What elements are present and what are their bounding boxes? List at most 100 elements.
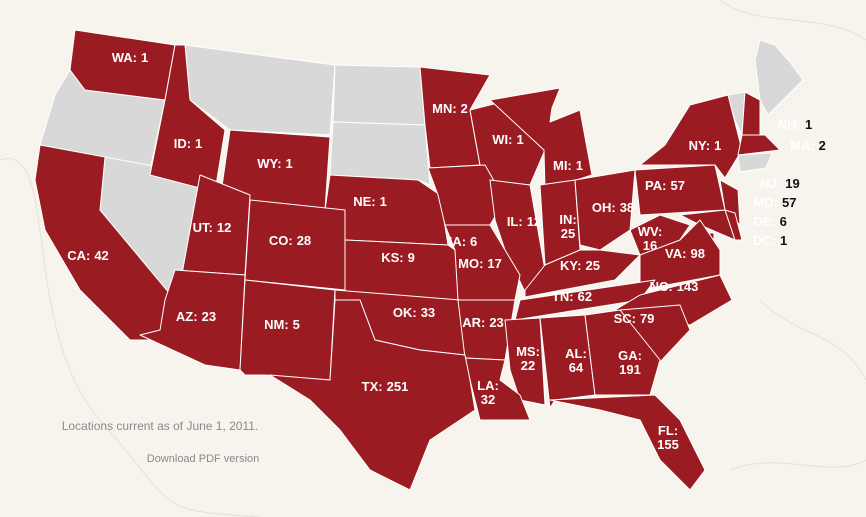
state-label: FL: 155 bbox=[657, 423, 679, 452]
state bbox=[741, 91, 761, 136]
state bbox=[539, 314, 596, 409]
state-code: SC: bbox=[614, 311, 636, 326]
state-code: IL: bbox=[507, 214, 523, 229]
state-code: ID: bbox=[174, 136, 191, 151]
state-code: TN: bbox=[552, 289, 574, 304]
state bbox=[464, 357, 531, 421]
state bbox=[549, 394, 706, 491]
state-label: MA: 2 bbox=[790, 138, 826, 153]
state-label: WY: 1 bbox=[257, 156, 293, 171]
state-label: MN: 2 bbox=[432, 101, 468, 116]
state-code: NC: bbox=[650, 279, 673, 294]
state-label: DE: 6 bbox=[753, 214, 787, 229]
state-label: NM: 5 bbox=[264, 317, 300, 332]
state-count: 23 bbox=[489, 315, 503, 330]
state-label: KS: 9 bbox=[381, 250, 415, 265]
state bbox=[149, 44, 226, 193]
state bbox=[524, 249, 641, 298]
state bbox=[69, 29, 176, 101]
state-count: 2 bbox=[461, 101, 468, 116]
state-code: AZ: bbox=[176, 309, 198, 324]
state-code: KY: bbox=[560, 258, 581, 273]
state-count: 57 bbox=[782, 195, 796, 210]
state-count: 12 bbox=[527, 214, 541, 229]
state-code: GA: bbox=[618, 348, 642, 363]
state bbox=[344, 239, 461, 301]
state-count: 42 bbox=[94, 248, 108, 263]
state-count: 143 bbox=[677, 279, 699, 294]
state-count: 25 bbox=[585, 258, 599, 273]
state-count: 2 bbox=[819, 138, 826, 153]
state-count: 33 bbox=[421, 305, 435, 320]
state-count: 19 bbox=[785, 176, 799, 191]
download-link[interactable]: Download PDF version bbox=[147, 453, 260, 465]
state-count: 1 bbox=[141, 50, 148, 65]
state bbox=[639, 94, 743, 179]
state-code: NY: bbox=[689, 138, 710, 153]
state-label: IA: 6 bbox=[449, 234, 478, 249]
state-code: CO: bbox=[269, 233, 293, 248]
state bbox=[584, 309, 661, 396]
state-nd bbox=[332, 64, 426, 126]
state-ct-ri bbox=[737, 152, 773, 173]
state-label: AZ: 23 bbox=[176, 309, 216, 324]
state-count: 5 bbox=[293, 317, 300, 332]
state-code: WI: bbox=[492, 132, 512, 147]
contour bbox=[0, 158, 261, 517]
state-label: ID: 1 bbox=[174, 136, 203, 151]
state bbox=[489, 87, 593, 191]
state-sd bbox=[329, 121, 431, 186]
state-label: UT: 12 bbox=[193, 220, 232, 235]
state-label: NJ: 19 bbox=[760, 176, 799, 191]
state bbox=[634, 164, 726, 216]
state bbox=[574, 169, 636, 251]
state-count: 57 bbox=[670, 178, 684, 193]
state-count: 1 bbox=[516, 132, 523, 147]
state-label: SC: 79 bbox=[614, 311, 655, 326]
state-label: TX: 251 bbox=[362, 379, 409, 394]
state-count: 25 bbox=[561, 226, 575, 241]
state-code: IN: bbox=[559, 212, 576, 227]
state-count: 6 bbox=[470, 234, 477, 249]
state-label: OH: 38 bbox=[592, 200, 634, 215]
state-labels: WA: 1 ID: 1 WY: 1 MN: 2 WI: 1 MI: 1 NY: 1 NH: 1 MA: 2 NJ: 1… bbox=[67, 50, 826, 452]
state-count: 12 bbox=[217, 220, 231, 235]
state-label: MS: 22 bbox=[516, 344, 540, 373]
state-label: WI: 1 bbox=[492, 132, 523, 147]
state-code: WY: bbox=[257, 156, 281, 171]
state-count: 22 bbox=[521, 358, 535, 373]
state-code: DC: bbox=[753, 233, 776, 248]
state-count: 38 bbox=[620, 200, 634, 215]
served-states bbox=[34, 29, 781, 491]
state-code: WA: bbox=[112, 50, 137, 65]
state-count: 79 bbox=[640, 311, 654, 326]
state-code: FL: bbox=[658, 423, 678, 438]
state-label: NH: 1 bbox=[778, 117, 812, 132]
state-code: LA: bbox=[477, 378, 499, 393]
state-code: DE: bbox=[753, 214, 775, 229]
state-code: TX: bbox=[362, 379, 383, 394]
state-label: MO: 17 bbox=[458, 256, 502, 271]
unserved-states bbox=[39, 39, 804, 301]
state-code: MA: bbox=[790, 138, 815, 153]
state-count: 191 bbox=[619, 362, 641, 377]
state-label: IN: 25 bbox=[559, 212, 576, 241]
state-label: LA: 32 bbox=[477, 378, 499, 407]
state-count: 62 bbox=[578, 289, 592, 304]
state bbox=[504, 317, 546, 406]
state-code: NE: bbox=[353, 194, 375, 209]
state-label: NE: 1 bbox=[353, 194, 387, 209]
state-code: MS: bbox=[516, 344, 540, 359]
state-code: AR: bbox=[462, 315, 485, 330]
state-count: 6 bbox=[780, 214, 787, 229]
state-label: WV: 16 bbox=[638, 224, 663, 253]
state-count: 32 bbox=[481, 392, 495, 407]
state-count: 9 bbox=[408, 250, 415, 265]
state-label: VA: 98 bbox=[665, 246, 705, 261]
state-label: TN: 62 bbox=[552, 289, 592, 304]
state-code: PA: bbox=[645, 178, 666, 193]
state bbox=[244, 199, 346, 291]
state-code: NH: bbox=[778, 117, 801, 132]
state-code: MN: bbox=[432, 101, 457, 116]
state-label: NY: 1 bbox=[689, 138, 722, 153]
